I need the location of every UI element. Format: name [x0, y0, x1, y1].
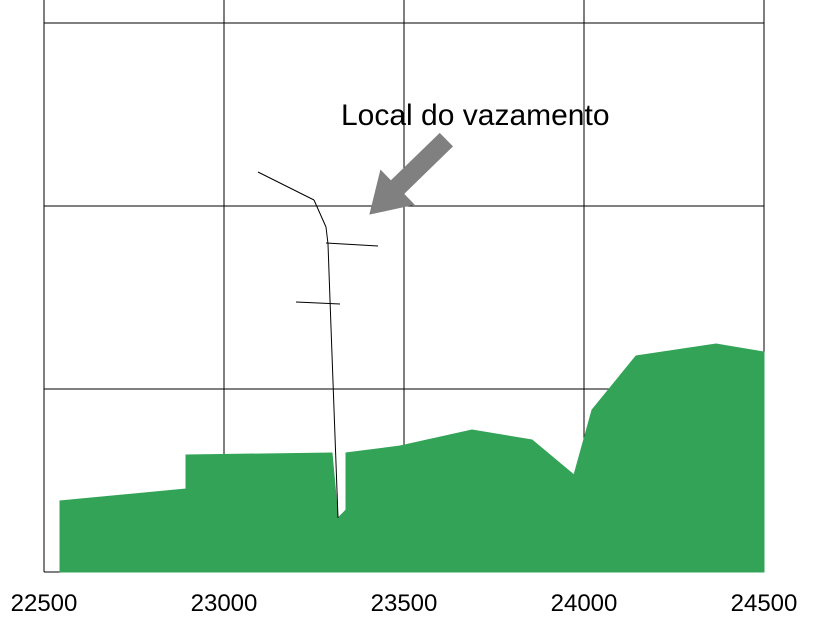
- xtick-label: 24500: [731, 590, 798, 618]
- xtick-label: 24000: [551, 590, 618, 618]
- terrain-layer: [60, 344, 764, 572]
- annotation-label: Local do vazamento: [341, 99, 610, 133]
- xtick-label: 22500: [11, 590, 78, 618]
- annotation-arrow: [370, 134, 452, 214]
- xtick-label: 23500: [371, 590, 438, 618]
- xtick-label: 23000: [191, 590, 258, 618]
- chart-svg: [0, 0, 822, 629]
